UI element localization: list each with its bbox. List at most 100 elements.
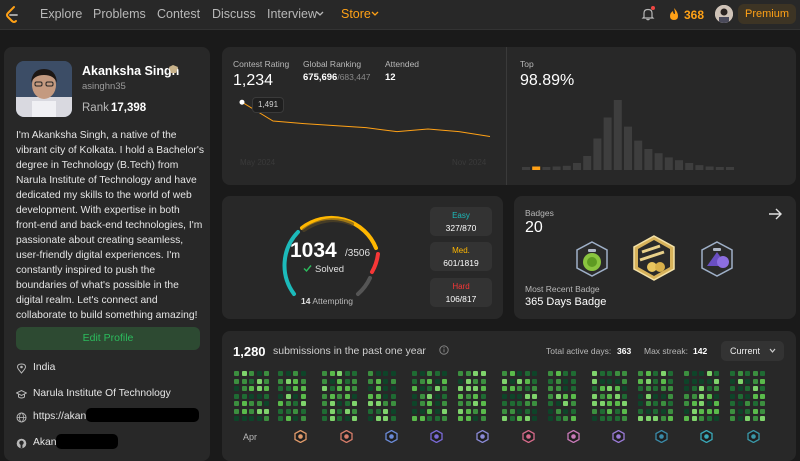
calendar-day[interactable] — [344, 401, 350, 406]
calendar-day[interactable] — [714, 371, 719, 376]
calendar-day[interactable] — [337, 371, 342, 376]
calendar-day[interactable] — [592, 416, 597, 421]
calendar-day[interactable] — [368, 416, 373, 421]
calendar-day[interactable] — [329, 393, 335, 399]
calendar-day[interactable] — [524, 408, 530, 414]
calendar-day[interactable] — [730, 393, 735, 399]
calendar-day[interactable] — [730, 386, 735, 391]
calendar-day[interactable] — [660, 401, 666, 406]
calendar-day[interactable] — [344, 378, 350, 384]
calendar-day[interactable] — [714, 393, 719, 399]
calendar-day[interactable] — [706, 416, 712, 421]
calendar-day[interactable] — [737, 401, 743, 406]
calendar-day[interactable] — [390, 416, 396, 421]
calendar-day[interactable] — [234, 386, 239, 391]
calendar-day[interactable] — [660, 393, 666, 399]
calendar-day[interactable] — [419, 378, 425, 384]
calendar-day[interactable] — [434, 393, 440, 399]
calendar-day[interactable] — [691, 378, 697, 384]
calendar-day[interactable] — [548, 416, 553, 421]
calendar-day[interactable] — [285, 408, 291, 414]
calendar-day[interactable] — [300, 371, 306, 376]
calendar-day[interactable] — [570, 371, 576, 376]
nav-contest[interactable]: Contest — [157, 7, 201, 21]
calendar-day[interactable] — [329, 386, 335, 391]
calendar-day[interactable] — [555, 371, 561, 376]
calendar-day[interactable] — [480, 416, 486, 421]
calendar-day[interactable] — [524, 416, 530, 421]
calendar-day[interactable] — [653, 393, 658, 399]
calendar-day[interactable] — [412, 393, 417, 399]
calendar-day[interactable] — [684, 393, 689, 399]
calendar-day[interactable] — [555, 401, 561, 406]
calendar-day[interactable] — [548, 393, 553, 399]
solved-ring-chart[interactable] — [272, 210, 384, 308]
calendar-day[interactable] — [502, 416, 507, 421]
calendar-day[interactable] — [412, 378, 417, 384]
nav-problems[interactable]: Problems — [93, 7, 146, 21]
calendar-day[interactable] — [563, 371, 568, 376]
calendar-day[interactable] — [293, 378, 298, 384]
calendar-day[interactable] — [532, 386, 537, 391]
calendar-day[interactable] — [458, 401, 463, 406]
calendar-day[interactable] — [684, 371, 689, 376]
calendar-day[interactable] — [458, 416, 463, 421]
calendar-day[interactable] — [684, 408, 689, 414]
calendar-day[interactable] — [760, 416, 765, 421]
calendar-day[interactable] — [256, 401, 262, 406]
calendar-day[interactable] — [509, 408, 515, 414]
calendar-day[interactable] — [599, 393, 605, 399]
calendar-day[interactable] — [368, 371, 373, 376]
calendar-day[interactable] — [300, 401, 306, 406]
calendar-day[interactable] — [570, 408, 576, 414]
calendar-day[interactable] — [300, 386, 306, 391]
calendar-day[interactable] — [699, 371, 704, 376]
calendar-day[interactable] — [434, 401, 440, 406]
calendar-day[interactable] — [548, 408, 553, 414]
calendar-day[interactable] — [599, 416, 605, 421]
calendar-day[interactable] — [563, 393, 568, 399]
calendar-day[interactable] — [352, 393, 357, 399]
calendar-day[interactable] — [465, 371, 471, 376]
calendar-day[interactable] — [427, 371, 432, 376]
calendar-day[interactable] — [465, 408, 471, 414]
calendar-day[interactable] — [699, 408, 704, 414]
calendar-day[interactable] — [329, 378, 335, 384]
calendar-day[interactable] — [375, 408, 381, 414]
calendar-day[interactable] — [548, 371, 553, 376]
calendar-day[interactable] — [760, 393, 765, 399]
calendar-day[interactable] — [548, 386, 553, 391]
calendar-day[interactable] — [653, 386, 658, 391]
calendar-day[interactable] — [352, 371, 357, 376]
calendar-day[interactable] — [517, 401, 522, 406]
calendar-day[interactable] — [368, 386, 373, 391]
calendar-day[interactable] — [322, 393, 327, 399]
calendar-day[interactable] — [375, 416, 381, 421]
calendar-day[interactable] — [524, 393, 530, 399]
calendar-day[interactable] — [532, 378, 537, 384]
calendar-day[interactable] — [256, 378, 262, 384]
github-link[interactable]: Akan — [33, 437, 57, 448]
calendar-day[interactable] — [337, 378, 342, 384]
calendar-day[interactable] — [465, 393, 471, 399]
calendar-day[interactable] — [419, 401, 425, 406]
calendar-day[interactable] — [502, 371, 507, 376]
calendar-day[interactable] — [249, 393, 254, 399]
calendar-day[interactable] — [241, 416, 247, 421]
calendar-day[interactable] — [607, 416, 612, 421]
calendar-day[interactable] — [555, 416, 561, 421]
calendar-day[interactable] — [517, 416, 522, 421]
calendar-day[interactable] — [285, 416, 291, 421]
calendar-day[interactable] — [668, 371, 673, 376]
calendar-day[interactable] — [622, 401, 627, 406]
calendar-day[interactable] — [570, 378, 576, 384]
calendar-day[interactable] — [322, 408, 327, 414]
calendar-day[interactable] — [480, 401, 486, 406]
calendar-day[interactable] — [745, 371, 750, 376]
calendar-day[interactable] — [563, 386, 568, 391]
calendar-day[interactable] — [264, 386, 269, 391]
calendar-day[interactable] — [390, 393, 396, 399]
calendar-day[interactable] — [524, 378, 530, 384]
calendar-day[interactable] — [337, 393, 342, 399]
calendar-day[interactable] — [241, 378, 247, 384]
